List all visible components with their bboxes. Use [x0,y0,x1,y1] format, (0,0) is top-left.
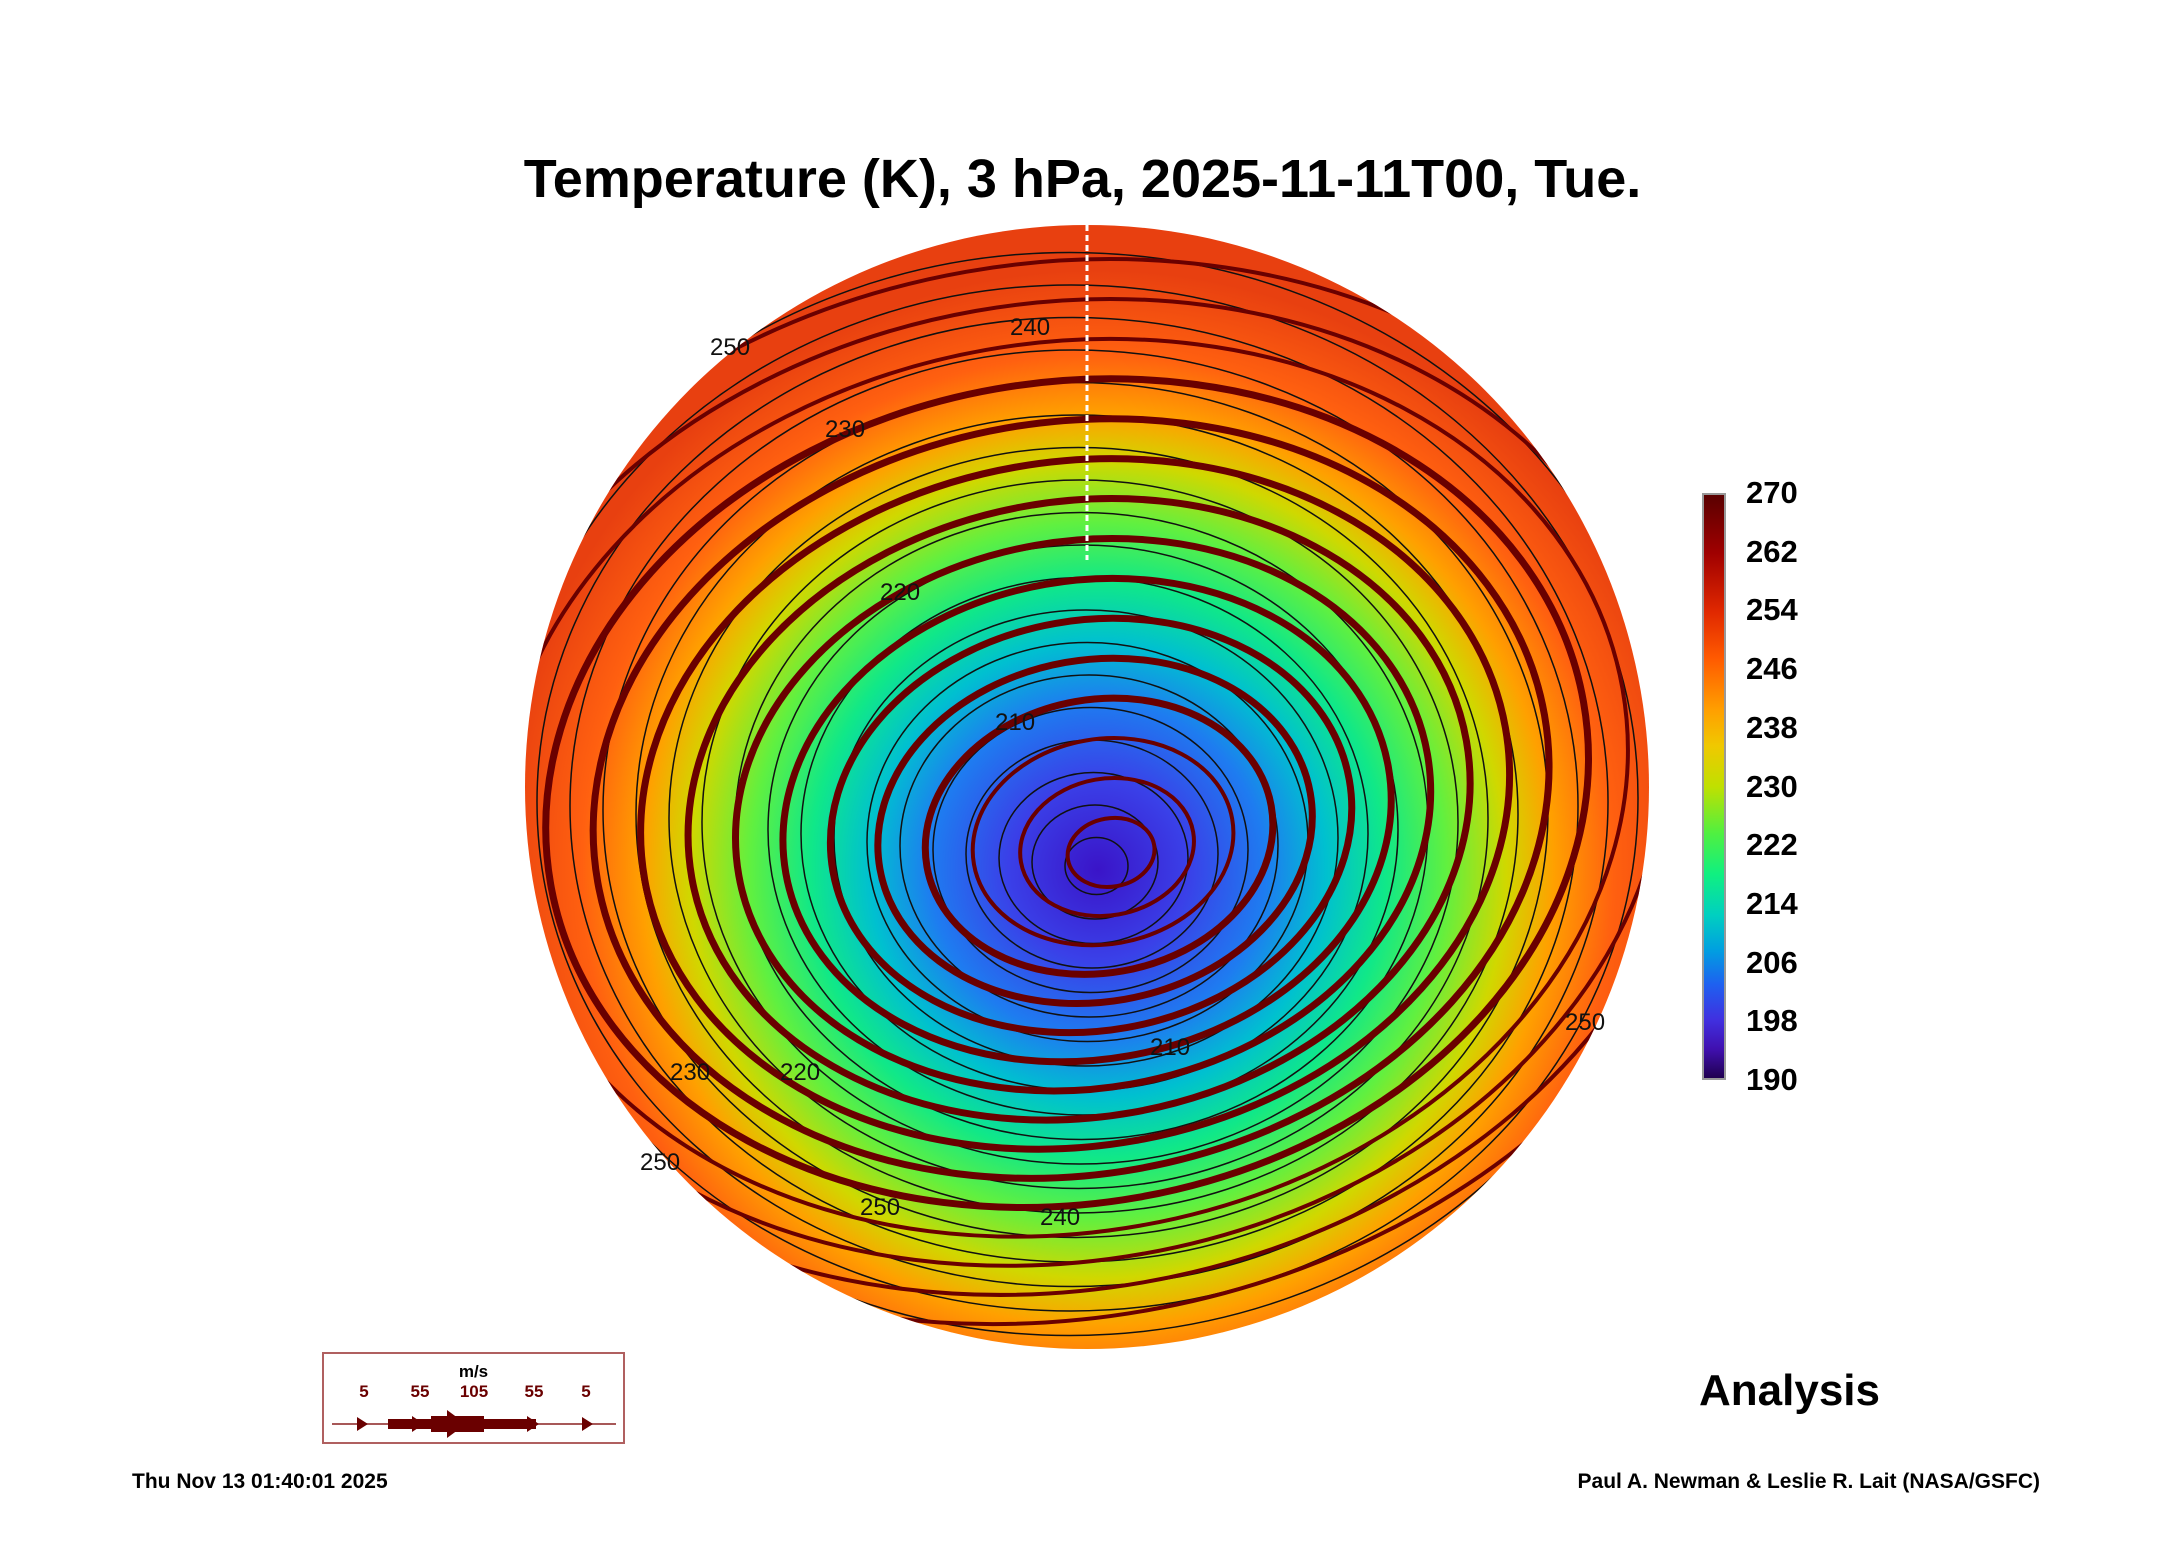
wind-arrow-scale [332,1410,616,1438]
wind-value: 55 [410,1382,430,1401]
wind-streamline [525,257,1649,1297]
temperature-contour [899,674,1279,1018]
wind-streamline [637,455,1514,1153]
temperature-contour [536,316,1609,1288]
temperature-contour [668,446,1489,1190]
wind-speed-legend: m/s 5 55 105 55 5 [322,1352,625,1444]
temperature-contour [635,414,1519,1214]
contour-label: 230 [670,1059,710,1086]
colorbar-tick-label: 190 [1746,1062,1798,1097]
wind-streamline [684,495,1474,1124]
wind-streamline [589,415,1553,1182]
temperature-contour [525,284,1639,1312]
wind-streamline [525,297,1649,1268]
contour-label: 240 [1040,1204,1080,1231]
wind-streamline [779,574,1395,1066]
temperature-contour [1031,804,1159,920]
temperature-contour [525,251,1649,1337]
contour-label: 210 [995,709,1035,736]
colorbar-tick-label: 254 [1746,592,1798,628]
contour-label: 210 [1150,1034,1190,1061]
contour-label: 250 [1565,1009,1605,1036]
colorbar [1702,493,1726,1080]
contour-label: 250 [710,334,750,361]
wind-value: 105 [459,1382,489,1401]
wind-streamline [826,614,1356,1037]
contour-label: 250 [640,1149,680,1176]
wind-streamline [921,694,1277,978]
temperature-contour [1064,836,1129,896]
colorbar-tick-label: 206 [1746,944,1798,980]
contour-label: 220 [780,1059,820,1086]
colorbar-tick-label: 270 [1746,475,1798,510]
analysis-label: Analysis [1699,1366,1880,1415]
wind-value: 55 [524,1382,544,1401]
colorbar-tick-label: 214 [1746,885,1798,921]
wind-streamline [732,535,1435,1095]
credit: Paul A. Newman & Leslie R. Lait (NASA/GS… [1577,1470,2040,1493]
contour-label: 220 [880,579,920,606]
wind-streamline [874,654,1316,1007]
colorbar-tick-label: 230 [1746,768,1798,804]
contour-label: 230 [825,416,865,443]
temperature-contour [701,479,1459,1165]
plot-title: Temperature (K), 3 hPa, 2025-11-11T00, T… [523,149,1642,209]
colorbar-tick-label: 246 [1746,651,1798,687]
wind-streamline [1018,775,1196,919]
wind-unit: m/s [458,1362,489,1381]
wind-streamline [970,736,1236,948]
temperature-contour [932,706,1249,994]
temperature-field [525,225,1649,1349]
contour-label: 250 [860,1194,900,1221]
temperature-contour [767,544,1399,1116]
colorbar-tick-label: 238 [1746,709,1798,745]
wind-streamline [525,336,1630,1239]
colorbar-tick-label: 262 [1746,533,1798,569]
colorbar-tick-label: 198 [1746,1003,1798,1039]
wind-streamline [542,375,1592,1211]
contour-label: 240 [1010,314,1050,341]
colorbar-tick-label: 222 [1746,827,1798,863]
temperature-contour [833,609,1339,1067]
timestamp: Thu Nov 13 01:40:01 2025 [132,1470,388,1493]
wind-value: 5 [581,1382,591,1401]
wind-value: 5 [359,1382,369,1401]
wind-streamline [1065,815,1157,889]
